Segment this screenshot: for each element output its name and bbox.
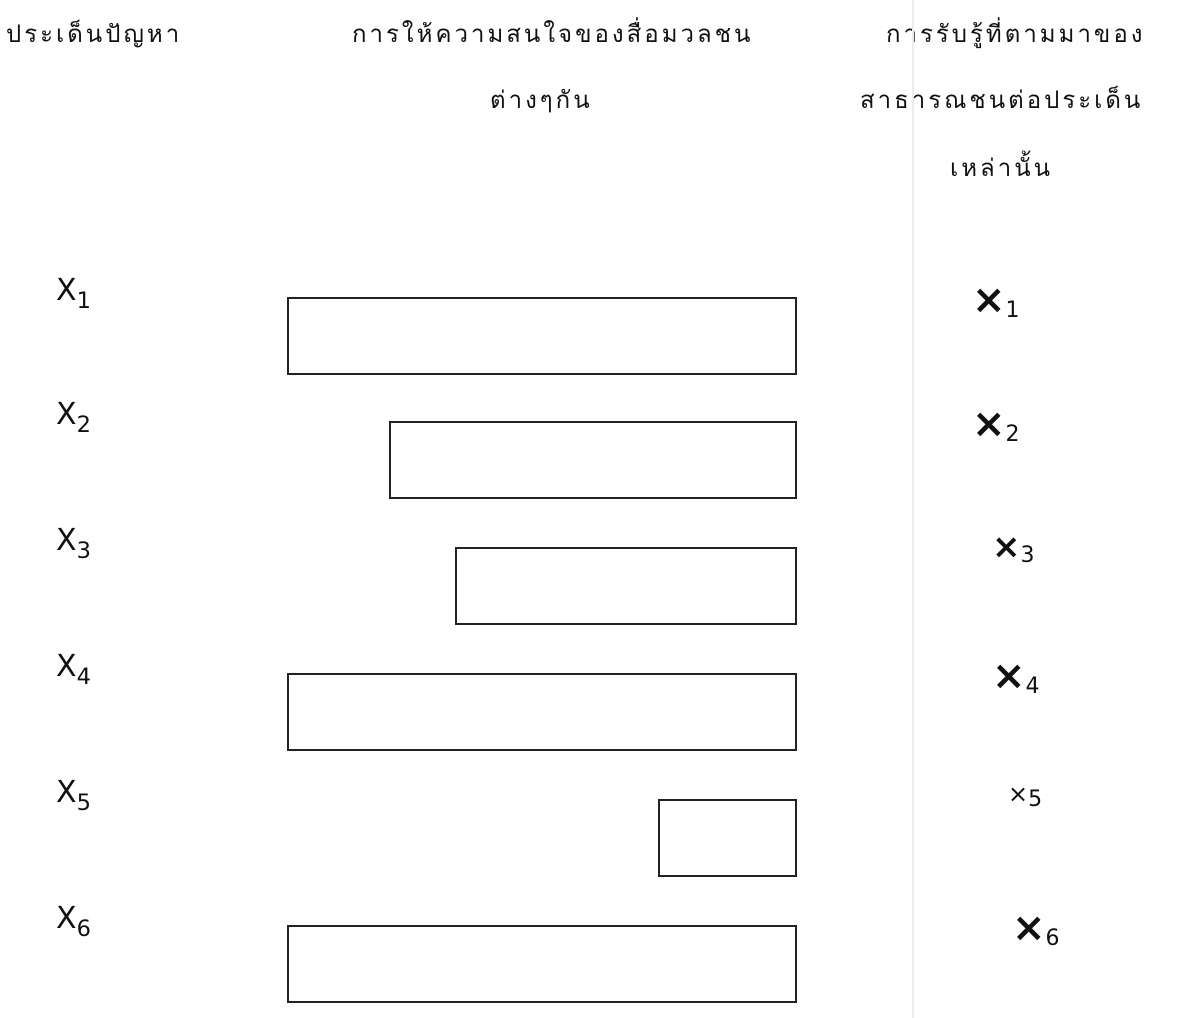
issue-variable-subscript: 3 [76, 537, 91, 564]
public-variable-subscript: 3 [1020, 543, 1035, 568]
issue-variable-letter: X [56, 397, 77, 432]
column-divider [912, 0, 914, 1018]
issue-variable: X2 [56, 397, 91, 437]
issue-variable: X1 [56, 273, 91, 313]
public-variable-letter: × [972, 401, 1006, 447]
public-variable-subscript: 6 [1045, 926, 1060, 951]
issue-variable-subscript: 5 [76, 789, 91, 816]
issue-variable-letter: X [56, 775, 77, 810]
public-variable-letter: × [1012, 905, 1046, 951]
header-media-attention-line1: การให้ความสนใจของสื่อมวลชน [352, 20, 754, 48]
public-variable-letter: × [992, 527, 1021, 567]
public-variable-subscript: 5 [1028, 787, 1043, 812]
public-perception-variable: ×5 [1008, 780, 1042, 811]
public-perception-variable: ×1 [972, 277, 1020, 323]
media-attention-bar [389, 421, 797, 499]
issue-variable-subscript: 1 [76, 287, 91, 314]
header-public-perception-line3: เหล่านั้น [950, 154, 1054, 182]
media-attention-bar [287, 925, 797, 1003]
media-attention-bar [287, 297, 797, 375]
public-variable-letter: × [972, 277, 1006, 323]
public-variable-letter: × [992, 653, 1026, 699]
header-public-perception-line2: สาธารณชนต่อประเด็น [860, 86, 1144, 114]
issue-variable: X3 [56, 523, 91, 563]
header-media-attention-line2: ต่างๆกัน [490, 86, 593, 114]
issue-variable-letter: X [56, 523, 77, 558]
issue-variable-letter: X [56, 649, 77, 684]
public-perception-variable: ×6 [1012, 905, 1060, 951]
public-variable-subscript: 4 [1025, 674, 1040, 699]
issue-variable-subscript: 4 [76, 663, 91, 690]
issue-variable: X5 [56, 775, 91, 815]
header-public-perception-line1: การรับรู้ที่ตามมาของ [886, 20, 1146, 48]
issue-variable: X4 [56, 649, 91, 689]
header-issues: ประเด็นปัญหา [6, 20, 183, 48]
public-perception-variable: ×4 [992, 653, 1040, 699]
media-attention-bar [658, 799, 797, 877]
media-attention-bar [455, 547, 797, 625]
issue-variable-subscript: 2 [76, 411, 91, 438]
public-perception-variable: ×3 [992, 527, 1035, 567]
issue-variable: X6 [56, 901, 91, 941]
issue-variable-subscript: 6 [76, 915, 91, 942]
public-variable-letter: × [1008, 780, 1029, 808]
public-variable-subscript: 1 [1005, 298, 1020, 323]
issue-variable-letter: X [56, 273, 77, 308]
media-attention-bar [287, 673, 797, 751]
public-variable-subscript: 2 [1005, 422, 1020, 447]
issue-variable-letter: X [56, 901, 77, 936]
public-perception-variable: ×2 [972, 401, 1020, 447]
